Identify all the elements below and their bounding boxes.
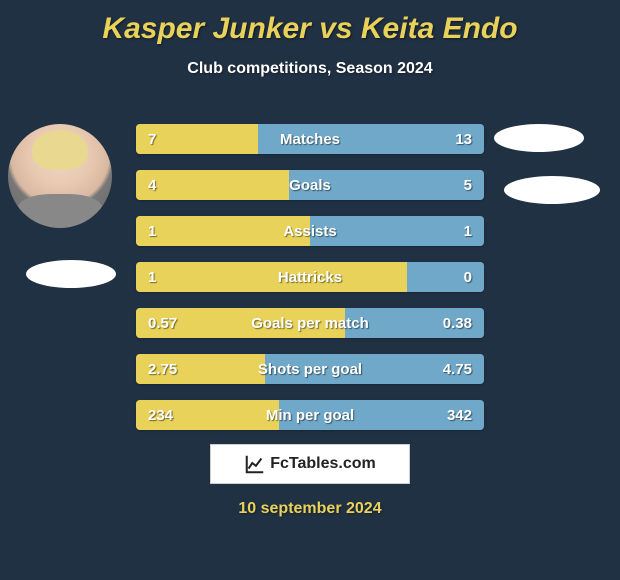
chart-icon <box>244 453 266 475</box>
stat-label: Matches <box>136 124 484 154</box>
stat-label: Goals <box>136 170 484 200</box>
stat-right-value: 13 <box>455 124 472 154</box>
stat-row: 7 Matches 13 <box>136 124 484 154</box>
infographic-container: Kasper Junker vs Keita Endo Club competi… <box>0 0 620 580</box>
flag-right-bottom <box>504 176 600 204</box>
stat-row: 2.75 Shots per goal 4.75 <box>136 354 484 384</box>
stat-right-value: 5 <box>464 170 472 200</box>
stat-right-value: 342 <box>447 400 472 430</box>
stat-label: Assists <box>136 216 484 246</box>
stat-row: 4 Goals 5 <box>136 170 484 200</box>
stat-right-value: 4.75 <box>443 354 472 384</box>
stats-panel: 7 Matches 13 4 Goals 5 1 Assists 1 1 Hat… <box>136 124 484 446</box>
stat-row: 0.57 Goals per match 0.38 <box>136 308 484 338</box>
stat-right-value: 0 <box>464 262 472 292</box>
stat-label: Goals per match <box>136 308 484 338</box>
player-left-avatar <box>8 124 112 228</box>
stat-row: 1 Hattricks 0 <box>136 262 484 292</box>
date-label: 10 september 2024 <box>0 500 620 518</box>
subtitle: Club competitions, Season 2024 <box>0 60 620 78</box>
source-logo: FcTables.com <box>210 444 410 484</box>
flag-left <box>26 260 116 288</box>
stat-row: 1 Assists 1 <box>136 216 484 246</box>
flag-right-top <box>494 124 584 152</box>
source-logo-text: FcTables.com <box>270 455 376 473</box>
page-title: Kasper Junker vs Keita Endo <box>0 12 620 46</box>
stat-right-value: 0.38 <box>443 308 472 338</box>
stat-label: Hattricks <box>136 262 484 292</box>
stat-right-value: 1 <box>464 216 472 246</box>
stat-label: Min per goal <box>136 400 484 430</box>
stat-row: 234 Min per goal 342 <box>136 400 484 430</box>
stat-label: Shots per goal <box>136 354 484 384</box>
